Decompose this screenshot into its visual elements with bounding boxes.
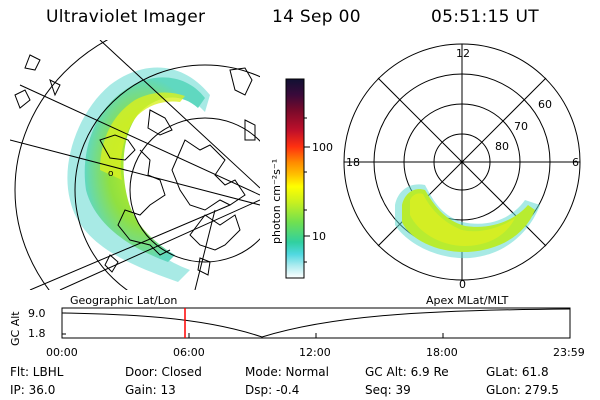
geo-aurora-core	[100, 92, 185, 180]
info-gcalt: GC Alt: 6.9 Re	[365, 365, 449, 379]
geo-map-title: Geographic Lat/Lon	[70, 294, 178, 307]
geo-map: o	[10, 40, 260, 290]
altitude-xtick-0600: 06:00	[173, 346, 205, 359]
altitude-xtick-2359: 23:59	[553, 346, 585, 359]
altitude-xtick-1800: 18:00	[426, 346, 458, 359]
altitude-xtick-1200: 12:00	[299, 346, 331, 359]
info-ip: IP: 36.0	[10, 383, 56, 397]
colorbar-tick-100: 100	[312, 141, 333, 154]
polar-lat-70: 70	[514, 120, 528, 133]
info-door: Door: Closed	[125, 365, 202, 379]
polar-aurora	[395, 184, 540, 259]
polar-lat-80: 80	[495, 140, 509, 153]
info-flt: Flt: LBHL	[10, 365, 64, 379]
station-marker: o	[108, 169, 114, 179]
altitude-plot	[61, 307, 571, 339]
info-mode: Mode: Normal	[245, 365, 329, 379]
altitude-ylabel: GC Alt	[9, 311, 22, 346]
colorbar-gradient	[285, 78, 305, 279]
info-seq: Seq: 39	[365, 383, 411, 397]
colorbar	[285, 78, 310, 279]
polar-lat-60: 60	[538, 98, 552, 111]
time-label: 05:51:15 UT	[431, 7, 539, 27]
date-label: 14 Sep 00	[272, 7, 361, 27]
info-glat: GLat: 61.8	[486, 365, 549, 379]
info-dsp: Dsp: -0.4	[245, 383, 300, 397]
polar-plot-title: Apex MLat/MLT	[426, 294, 509, 307]
info-glon: GLon: 279.5	[486, 383, 559, 397]
altitude-xtick-0000: 00:00	[46, 346, 78, 359]
altitude-ytick-min: 1.8	[28, 327, 46, 340]
altitude-ytick-max: 9.0	[28, 307, 46, 320]
polar-mlt-12: 12	[456, 47, 470, 60]
colorbar-tick-10: 10	[312, 230, 326, 243]
instrument-title: Ultraviolet Imager	[46, 7, 206, 27]
polar-mlt-6: 6	[572, 156, 579, 169]
info-gain: Gain: 13	[125, 383, 176, 397]
polar-mlt-0: 0	[459, 278, 466, 291]
colorbar-unit-label: photon cm⁻²s⁻¹	[270, 158, 283, 244]
polar-mlt-18: 18	[346, 156, 360, 169]
